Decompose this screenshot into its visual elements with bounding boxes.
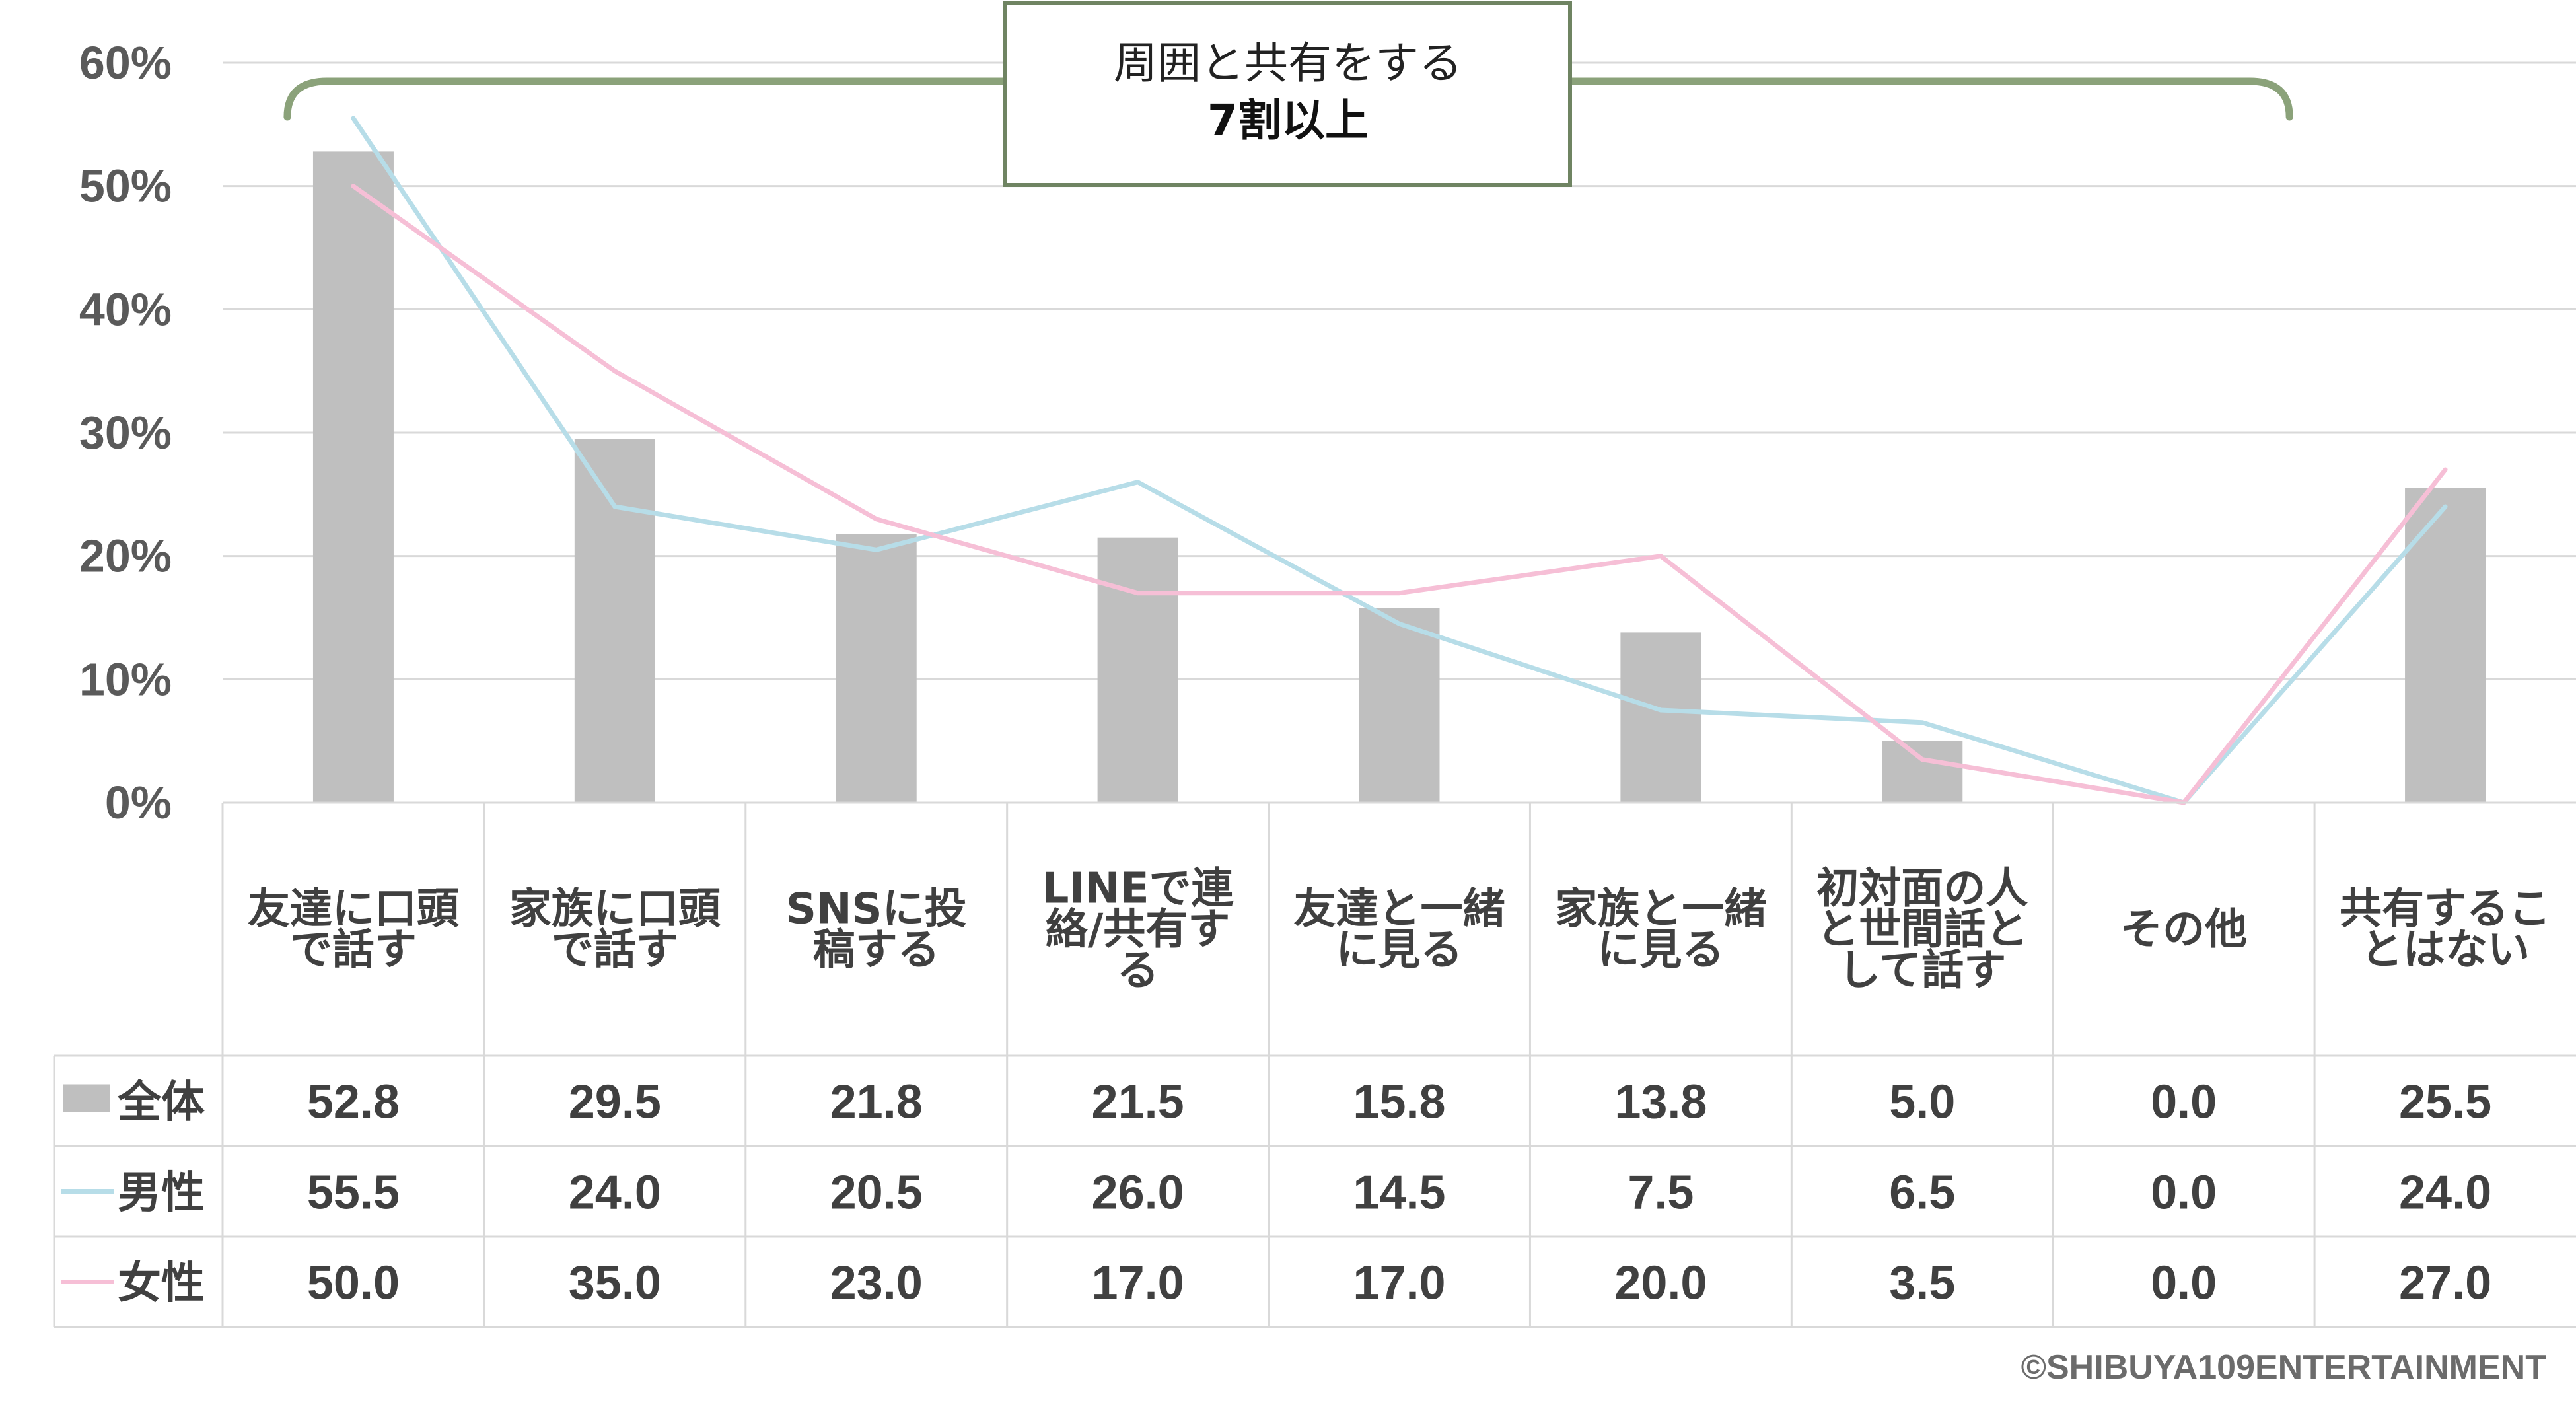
data-label: 3.5 <box>1889 1257 1955 1310</box>
data-label: 24.0 <box>2399 1167 2491 1219</box>
category-label: 友達に口頭で話す <box>248 885 460 975</box>
data-label: 0.0 <box>2151 1076 2217 1129</box>
category-label: LINEで連絡/共有する <box>1042 865 1234 996</box>
bar <box>1620 632 1701 803</box>
data-label: 17.0 <box>1092 1257 1184 1310</box>
data-label: 23.0 <box>830 1257 923 1310</box>
callout-text: 周囲と共有をする <box>1114 38 1462 89</box>
category-label: SNSに投稿する <box>786 885 967 975</box>
bar <box>312 151 394 803</box>
category-label: 初対面の人と世間話として話す <box>1816 865 2028 996</box>
callout-highlight: 7割以上 <box>1207 95 1369 146</box>
series-name: 女性 <box>118 1258 205 1309</box>
data-label: 6.5 <box>1889 1167 1955 1219</box>
data-label: 0.0 <box>2151 1167 2217 1219</box>
data-label: 13.8 <box>1614 1076 1707 1129</box>
data-label: 15.8 <box>1353 1076 1445 1129</box>
category-label: その他 <box>2120 906 2247 955</box>
bar <box>1097 537 1178 803</box>
category-label: 家族に口頭で話す <box>509 885 721 975</box>
y-tick-label: 30% <box>79 407 172 458</box>
category-label: 共有することはない <box>2340 885 2551 975</box>
series-name: 全体 <box>117 1077 205 1128</box>
data-label: 5.0 <box>1889 1076 1955 1129</box>
data-label: 21.8 <box>830 1076 923 1129</box>
data-label: 0.0 <box>2151 1257 2217 1310</box>
data-label: 21.5 <box>1092 1076 1184 1129</box>
series-line <box>351 116 2448 805</box>
data-label: 55.5 <box>307 1167 400 1219</box>
data-label: 7.5 <box>1628 1167 1694 1219</box>
bar <box>574 439 655 803</box>
bar <box>836 534 917 803</box>
series-line <box>351 184 2448 805</box>
category-label: 家族と一緒に見る <box>1555 885 1766 975</box>
data-label: 27.0 <box>2399 1257 2491 1310</box>
data-label: 26.0 <box>1092 1167 1184 1219</box>
category-label: 友達と一緒に見る <box>1294 885 1505 975</box>
bar <box>1882 741 1963 803</box>
data-label: 50.0 <box>307 1257 400 1310</box>
data-label: 20.5 <box>830 1167 923 1219</box>
legend-key <box>63 1084 110 1112</box>
series-name: 男性 <box>118 1167 205 1218</box>
copyright-text: ©SHIBUYA109ENTERTAINMENT <box>2021 1348 2546 1387</box>
bar <box>1359 608 1440 803</box>
y-tick-label: 50% <box>79 161 172 212</box>
data-label: 52.8 <box>307 1076 400 1129</box>
callout-box <box>1003 1 1572 187</box>
data-label: 24.0 <box>569 1167 661 1219</box>
y-tick-label: 20% <box>79 530 172 582</box>
data-label: 20.0 <box>1614 1257 1707 1310</box>
y-tick-label: 40% <box>79 283 172 335</box>
data-label: 29.5 <box>569 1076 661 1129</box>
y-tick-label: 60% <box>79 37 172 89</box>
y-tick-label: 10% <box>79 653 172 705</box>
data-label: 14.5 <box>1353 1167 1445 1219</box>
y-tick-label: 0% <box>105 777 172 828</box>
data-label: 25.5 <box>2399 1076 2491 1129</box>
data-label: 35.0 <box>569 1257 661 1310</box>
data-label: 17.0 <box>1353 1257 1445 1310</box>
